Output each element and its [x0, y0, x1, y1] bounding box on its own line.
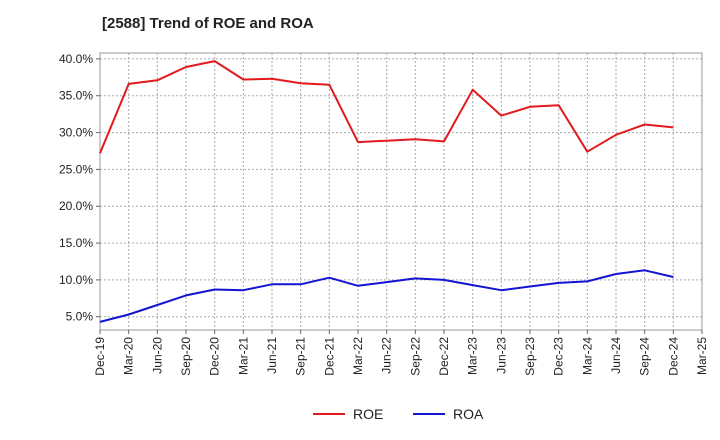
x-tick-label: Dec-20 [208, 337, 222, 376]
y-tick-label: 40.0% [59, 52, 93, 66]
x-tick-label: Sep-20 [179, 337, 193, 376]
x-tick-label: Mar-20 [122, 337, 136, 375]
x-tick-label: Dec-19 [93, 337, 107, 376]
x-tick-label: Jun-22 [380, 337, 394, 374]
x-tick-label: Mar-25 [695, 337, 709, 375]
x-tick-label: Jun-23 [494, 337, 508, 374]
y-tick-label: 5.0% [66, 310, 94, 324]
y-tick-label: 20.0% [59, 199, 93, 213]
series-line-roa [99, 269, 674, 323]
y-tick-label: 15.0% [59, 236, 93, 250]
y-tick-label: 35.0% [59, 89, 93, 103]
chart-title: [2588] Trend of ROE and ROA [102, 15, 314, 32]
y-tick-label: 10.0% [59, 273, 93, 287]
x-tick-label: Dec-22 [437, 337, 451, 376]
y-axis: 5.0% 10.0% 15.0% 20.0% 25.0% 30.0% 35.0% 40.0% [59, 52, 100, 324]
y-tick-label: 30.0% [59, 126, 93, 140]
legend: ROE ROA [313, 406, 484, 422]
x-tick-label: Sep-21 [294, 337, 308, 376]
x-tick-label: Dec-23 [552, 337, 566, 376]
grid [100, 53, 702, 330]
y-tick-label: 25.0% [59, 162, 93, 176]
x-tick-label: Dec-24 [666, 337, 680, 376]
series [99, 60, 674, 323]
x-tick-label: Jun-24 [609, 337, 623, 374]
x-tick-label: Sep-23 [523, 337, 537, 376]
x-tick-label: Jun-21 [265, 337, 279, 374]
x-tick-label: Mar-22 [351, 337, 365, 375]
legend-label-roa: ROA [453, 406, 484, 422]
x-tick-label: Dec-21 [322, 337, 336, 376]
series-line-roe [99, 60, 674, 154]
legend-label-roe: ROE [353, 406, 383, 422]
x-tick-label: Jun-20 [150, 337, 164, 374]
plot-frame [99, 52, 703, 331]
x-axis: Dec-19 Mar-20 Jun-20 Sep-20 Dec-20 Mar-21 Jun-… [93, 330, 709, 376]
x-tick-label: Mar-24 [580, 337, 594, 375]
x-tick-label: Mar-21 [236, 337, 250, 375]
x-tick-label: Mar-23 [466, 337, 480, 375]
x-tick-label: Sep-22 [408, 337, 422, 376]
x-tick-label: Sep-24 [638, 337, 652, 376]
